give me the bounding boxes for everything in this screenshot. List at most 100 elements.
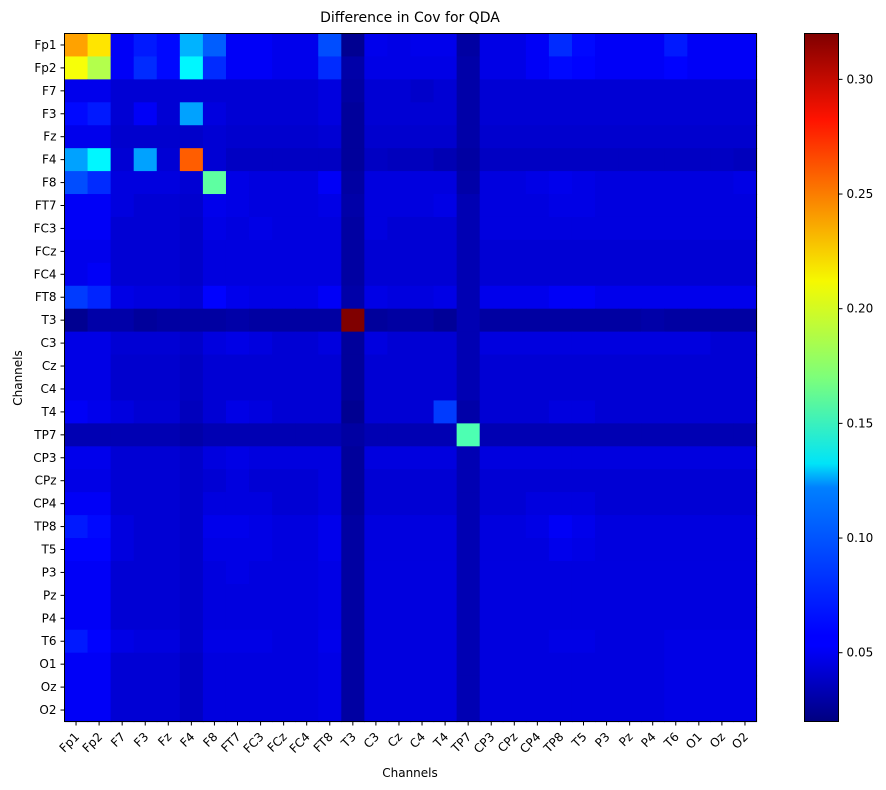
heatmap-cell bbox=[64, 469, 89, 493]
heatmap-cell bbox=[295, 33, 319, 58]
heatmap-cell bbox=[295, 583, 319, 608]
heatmap-cell bbox=[733, 698, 758, 723]
heatmap-cell bbox=[387, 698, 412, 723]
y-tick-label: CP3 bbox=[33, 451, 56, 465]
heatmap-cell bbox=[179, 354, 204, 379]
heatmap-cell bbox=[548, 446, 573, 470]
heatmap-cell bbox=[249, 492, 273, 516]
heatmap-cell bbox=[133, 194, 158, 218]
heatmap-cell bbox=[179, 492, 204, 516]
heatmap-cell bbox=[341, 560, 365, 585]
heatmap-cell bbox=[710, 629, 735, 654]
heatmap-cell bbox=[548, 331, 573, 356]
heatmap-cell bbox=[272, 262, 296, 287]
heatmap-cell bbox=[179, 56, 204, 80]
heatmap-cell bbox=[641, 125, 665, 149]
heatmap-cell bbox=[318, 675, 342, 700]
heatmap-cell bbox=[687, 675, 711, 700]
heatmap-cell bbox=[156, 652, 181, 677]
heatmap-cell bbox=[87, 79, 112, 103]
heatmap-cell bbox=[687, 354, 711, 379]
heatmap-cell bbox=[202, 33, 227, 58]
heatmap-cell bbox=[456, 377, 481, 402]
heatmap-cell bbox=[571, 492, 596, 516]
heatmap-cell bbox=[341, 125, 365, 149]
heatmap-cell bbox=[110, 515, 135, 539]
heatmap-cell bbox=[272, 652, 296, 677]
heatmap-cell bbox=[595, 492, 619, 516]
heatmap-cell bbox=[502, 629, 527, 654]
heatmap-cell bbox=[664, 308, 688, 333]
heatmap-cell bbox=[618, 377, 642, 402]
heatmap-cell bbox=[341, 400, 365, 424]
heatmap-cell bbox=[410, 538, 435, 562]
heatmap-cell bbox=[479, 675, 504, 700]
heatmap-cell bbox=[433, 377, 458, 402]
heatmap-cell bbox=[410, 377, 435, 402]
heatmap-cell bbox=[618, 171, 642, 195]
heatmap-cell bbox=[502, 400, 527, 424]
heatmap-cell bbox=[618, 675, 642, 700]
heatmap-cell bbox=[387, 171, 412, 195]
heatmap-cell bbox=[387, 515, 412, 539]
heatmap-cell bbox=[410, 125, 435, 149]
y-tick-label: T4 bbox=[41, 405, 57, 419]
heatmap-cell bbox=[295, 56, 319, 80]
heatmap-cell bbox=[410, 400, 435, 424]
heatmap-cell bbox=[595, 33, 619, 58]
heatmap-cell bbox=[641, 492, 665, 516]
heatmap-cell bbox=[364, 698, 389, 723]
heatmap-cell bbox=[595, 148, 619, 172]
heatmap-cell bbox=[318, 56, 342, 80]
heatmap-cell bbox=[341, 538, 365, 562]
heatmap-cell bbox=[387, 102, 412, 126]
heatmap-cell bbox=[479, 194, 504, 218]
heatmap-cell bbox=[733, 583, 758, 608]
heatmap-cell bbox=[618, 400, 642, 424]
heatmap-cell bbox=[64, 33, 89, 58]
heatmap-cell bbox=[710, 285, 735, 310]
heatmap-cell bbox=[364, 239, 389, 264]
heatmap-cell bbox=[110, 285, 135, 310]
heatmap-cell bbox=[525, 79, 550, 103]
y-tick-label: Pz bbox=[43, 588, 57, 602]
heatmap-cell bbox=[87, 423, 112, 447]
heatmap-cell bbox=[295, 492, 319, 516]
y-tick-label: O1 bbox=[39, 657, 56, 671]
heatmap-cell bbox=[272, 216, 296, 241]
heatmap-cell bbox=[525, 354, 550, 379]
heatmap-cell bbox=[479, 606, 504, 631]
heatmap-cell bbox=[571, 308, 596, 333]
heatmap-cell bbox=[525, 652, 550, 677]
heatmap-cell bbox=[64, 560, 89, 585]
chart-title: Difference in Cov for QDA bbox=[320, 10, 500, 26]
heatmap-cell bbox=[525, 400, 550, 424]
heatmap-cell bbox=[733, 125, 758, 149]
heatmap-cell bbox=[664, 239, 688, 264]
heatmap-cell bbox=[548, 560, 573, 585]
heatmap-cell bbox=[202, 239, 227, 264]
heatmap-cell bbox=[179, 125, 204, 149]
heatmap-cell bbox=[479, 652, 504, 677]
heatmap-cell bbox=[687, 33, 711, 58]
heatmap-cell bbox=[525, 423, 550, 447]
colorbar bbox=[804, 33, 839, 722]
heatmap-cell bbox=[595, 125, 619, 149]
heatmap-cell bbox=[433, 216, 458, 241]
heatmap-cell bbox=[272, 331, 296, 356]
heatmap-cell bbox=[502, 171, 527, 195]
heatmap-cell bbox=[710, 194, 735, 218]
heatmap-cell bbox=[710, 56, 735, 80]
heatmap-cell bbox=[571, 194, 596, 218]
heatmap-cell bbox=[641, 56, 665, 80]
heatmap-cell bbox=[502, 102, 527, 126]
heatmap-cell bbox=[202, 629, 227, 654]
heatmap-cell bbox=[687, 423, 711, 447]
heatmap-cell bbox=[341, 583, 365, 608]
heatmap-cell bbox=[133, 102, 158, 126]
heatmap-cell bbox=[687, 216, 711, 241]
heatmap-cell bbox=[110, 354, 135, 379]
heatmap-cell bbox=[341, 331, 365, 356]
heatmap-cell bbox=[64, 583, 89, 608]
heatmap-cell bbox=[387, 354, 412, 379]
